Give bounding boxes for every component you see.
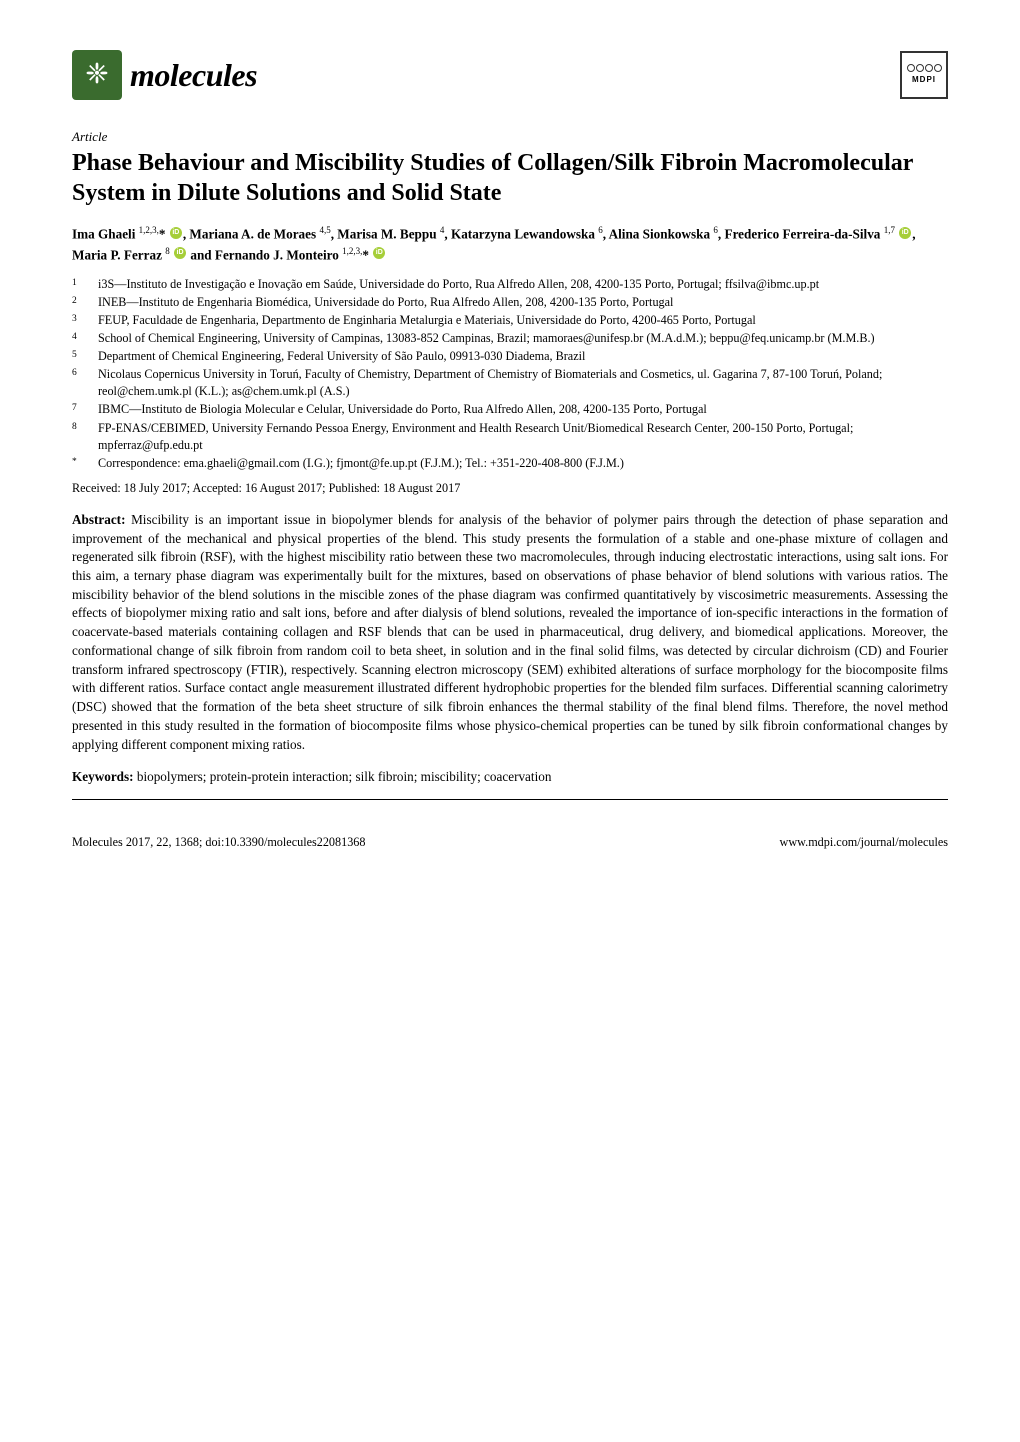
affiliation-text: i3S—Instituto de Investigação e Inovação…: [98, 276, 948, 293]
affiliation-marker: 6: [72, 366, 98, 400]
affiliation-text: School of Chemical Engineering, Universi…: [98, 330, 948, 347]
affiliation-item: 1i3S—Instituto de Investigação e Inovaçã…: [72, 276, 948, 293]
publisher-logo-icon: [907, 64, 942, 72]
article-title: Phase Behaviour and Miscibility Studies …: [72, 148, 948, 208]
affiliation-text: INEB—Instituto de Engenharia Biomédica, …: [98, 294, 948, 311]
affiliation-text: Nicolaus Copernicus University in Toruń,…: [98, 366, 948, 400]
affiliation-marker: 1: [72, 276, 98, 293]
affiliation-marker: *: [72, 455, 98, 472]
affiliation-text: FEUP, Faculdade de Engenharia, Departmen…: [98, 312, 948, 329]
footer-citation: Molecules 2017, 22, 1368; doi:10.3390/mo…: [72, 834, 366, 851]
affiliation-item: 5Department of Chemical Engineering, Fed…: [72, 348, 948, 365]
journal-name: molecules: [130, 53, 257, 98]
affiliation-marker: 4: [72, 330, 98, 347]
affiliation-item: 7IBMC—Instituto de Biologia Molecular e …: [72, 401, 948, 418]
orcid-icon: [174, 247, 186, 259]
affiliation-text: IBMC—Instituto de Biologia Molecular e C…: [98, 401, 948, 418]
article-type: Article: [72, 128, 948, 146]
abstract: Abstract: Miscibility is an important is…: [72, 511, 948, 755]
author-list: Ima Ghaeli 1,2,3,* , Mariana A. de Morae…: [72, 224, 948, 266]
publisher-logo: MDPI: [900, 51, 948, 99]
footer: Molecules 2017, 22, 1368; doi:10.3390/mo…: [72, 834, 948, 851]
affiliation-marker: 5: [72, 348, 98, 365]
affiliation-item: 3FEUP, Faculdade de Engenharia, Departme…: [72, 312, 948, 329]
separator-rule: [72, 799, 948, 800]
orcid-icon: [170, 227, 182, 239]
affiliation-text: FP-ENAS/CEBIMED, University Fernando Pes…: [98, 420, 948, 454]
article-dates: Received: 18 July 2017; Accepted: 16 Aug…: [72, 480, 948, 497]
affiliation-marker: 3: [72, 312, 98, 329]
journal-logo-mark: ❈: [72, 50, 122, 100]
publisher-name: MDPI: [912, 74, 936, 85]
affiliation-item: 2INEB—Instituto de Engenharia Biomédica,…: [72, 294, 948, 311]
affiliation-item: 4School of Chemical Engineering, Univers…: [72, 330, 948, 347]
affiliation-text: Correspondence: ema.ghaeli@gmail.com (I.…: [98, 455, 948, 472]
footer-journal-url: www.mdpi.com/journal/molecules: [780, 834, 948, 851]
affiliation-text: Department of Chemical Engineering, Fede…: [98, 348, 948, 365]
affiliation-list: 1i3S—Instituto de Investigação e Inovaçã…: [72, 276, 948, 472]
affiliation-marker: 2: [72, 294, 98, 311]
keywords-text: biopolymers; protein-protein interaction…: [137, 769, 552, 784]
orcid-icon: [373, 247, 385, 259]
affiliation-marker: 8: [72, 420, 98, 454]
affiliation-marker: 7: [72, 401, 98, 418]
abstract-text: Miscibility is an important issue in bio…: [72, 512, 948, 752]
keywords-label: Keywords:: [72, 769, 134, 784]
affiliation-item: *Correspondence: ema.ghaeli@gmail.com (I…: [72, 455, 948, 472]
affiliation-item: 8FP-ENAS/CEBIMED, University Fernando Pe…: [72, 420, 948, 454]
journal-logo: ❈ molecules: [72, 50, 257, 100]
abstract-label: Abstract:: [72, 512, 125, 527]
affiliation-item: 6Nicolaus Copernicus University in Toruń…: [72, 366, 948, 400]
header-row: ❈ molecules MDPI: [72, 50, 948, 100]
orcid-icon: [899, 227, 911, 239]
keywords: Keywords: biopolymers; protein-protein i…: [72, 768, 948, 786]
